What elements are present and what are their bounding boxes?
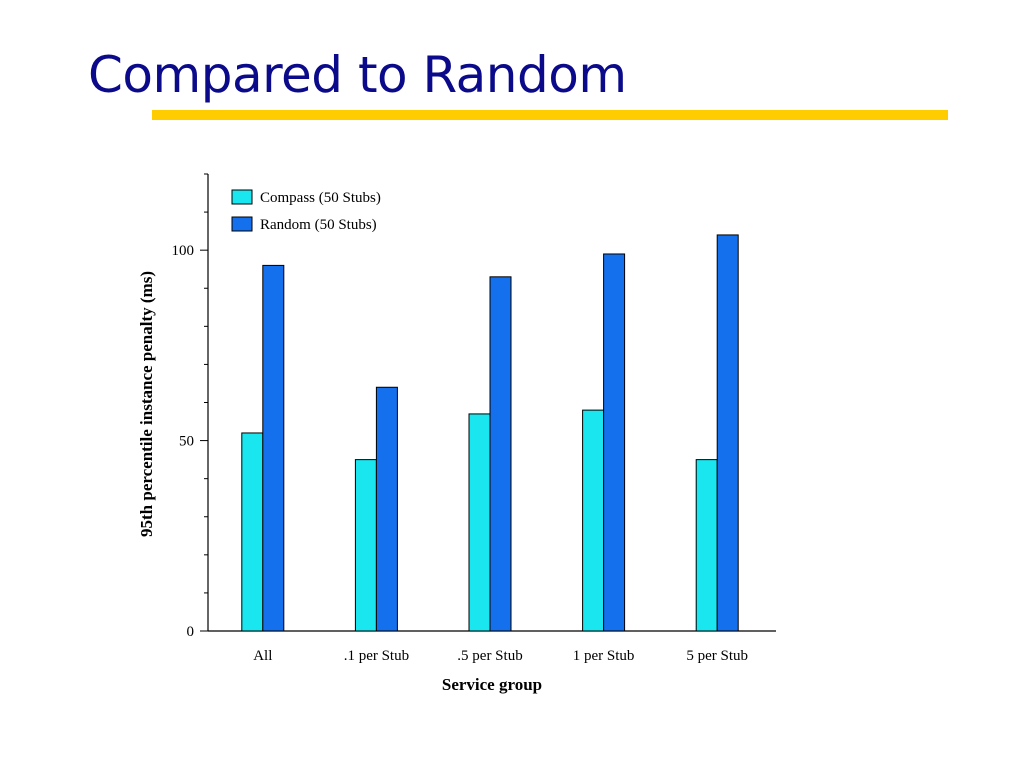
y-axis-label: 95th percentile instance penalty (ms) xyxy=(137,271,156,537)
title-underline xyxy=(152,110,948,120)
bar-random xyxy=(603,253,626,632)
bar-compass xyxy=(468,413,491,632)
bar-compass xyxy=(695,459,718,632)
x-tick-label: All xyxy=(253,648,272,664)
x-tick-label: .5 per Stub xyxy=(457,648,522,664)
chart-axes: 0 50 100 xyxy=(172,173,776,640)
bar-random xyxy=(716,234,739,632)
bar-compass xyxy=(241,432,264,632)
y-tick-label: 100 xyxy=(172,243,195,259)
legend-swatch xyxy=(231,189,253,205)
legend-label: Compass (50 Stubs) xyxy=(260,190,381,206)
bar-random xyxy=(375,386,398,632)
chart-legend: Compass (50 Stubs) Random (50 Stubs) xyxy=(231,189,381,233)
legend-label: Random (50 Stubs) xyxy=(260,217,377,233)
bar-compass xyxy=(354,459,377,632)
y-tick-label: 50 xyxy=(179,434,194,450)
slide-title: Compared to Random xyxy=(88,46,627,104)
chart-bars: All .1 per Stub .5 per Stub 1 per Stub 5 per… xyxy=(241,234,748,664)
bar-compass xyxy=(582,409,605,632)
y-tick-label: 0 xyxy=(187,624,195,640)
x-tick-label: 1 per Stub xyxy=(573,648,635,664)
bar-random xyxy=(262,264,285,632)
bar-random xyxy=(489,276,512,632)
x-tick-label: 5 per Stub xyxy=(686,648,748,664)
x-axis-label: Service group xyxy=(442,675,542,694)
legend-swatch xyxy=(231,216,253,232)
x-tick-label: .1 per Stub xyxy=(344,648,409,664)
